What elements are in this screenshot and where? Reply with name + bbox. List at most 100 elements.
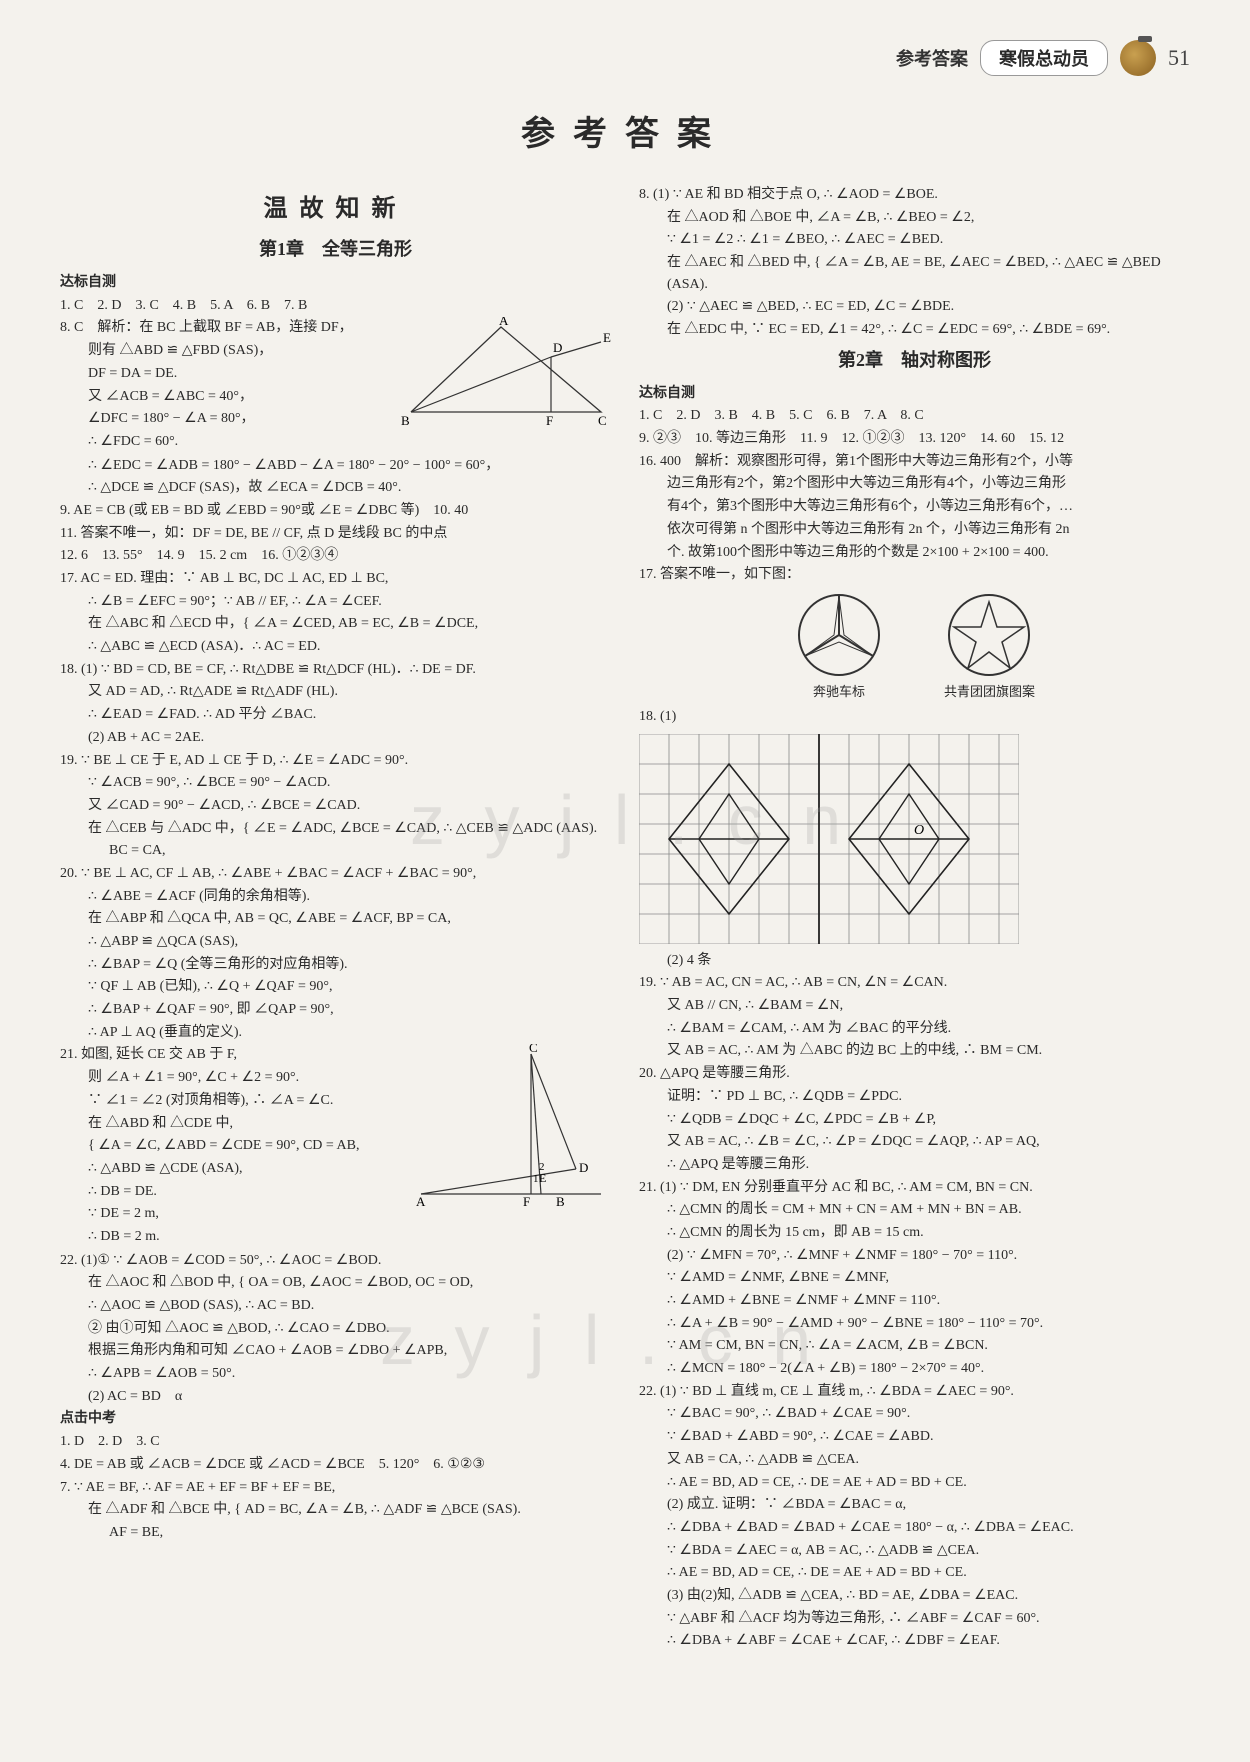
zc-l5: AF = BE, bbox=[60, 1522, 611, 1544]
r-q19-l4: 又 AB = AC, ∴ AM 为 △ABC 的边 BC 上的中线, ∴ BM … bbox=[639, 1040, 1190, 1062]
q22-l2: 在 △AOC 和 △BOD 中, { OA = OB, ∠AOC = ∠BOD,… bbox=[60, 1272, 611, 1294]
subhead-dabiao: 达标自测 bbox=[60, 272, 611, 294]
q22-l5: 根据三角形内角和可知 ∠CAO + ∠AOB = ∠DBO + ∠APB, bbox=[60, 1340, 611, 1362]
r-q8-l1: 8. (1) ∵ AE 和 BD 相交于点 O, ∴ ∠AOD = ∠BOE. bbox=[639, 184, 1190, 206]
svg-text:D: D bbox=[579, 1160, 588, 1175]
zc-l2: 4. DE = AB 或 ∠ACB = ∠DCE 或 ∠ACD = ∠BCE 5… bbox=[60, 1454, 611, 1476]
r-q19-l1: 19. ∵ AB = AC, CN = AC, ∴ AB = CN, ∠N = … bbox=[639, 972, 1190, 994]
r-q21-l5: ∵ ∠AMD = ∠NMF, ∠BNE = ∠MNF, bbox=[639, 1267, 1190, 1289]
svg-text:D: D bbox=[553, 340, 562, 355]
r-q20-l1: 20. △APQ 是等腰三角形. bbox=[639, 1063, 1190, 1085]
r-q21-l6: ∴ ∠AMD + ∠BNE = ∠NMF + ∠MNF = 110°. bbox=[639, 1290, 1190, 1312]
q17-l3: 在 △ABC 和 △ECD 中，{ ∠A = ∠CED, AB = EC, ∠B… bbox=[60, 613, 611, 635]
svg-text:C: C bbox=[529, 1044, 538, 1055]
q18-l1: 18. (1) ∵ BD = CD, BE = CF, ∴ Rt△DBE ≌ R… bbox=[60, 659, 611, 681]
svg-text:E: E bbox=[539, 1171, 546, 1185]
subhead-zhongkao: 点击中考 bbox=[60, 1408, 611, 1430]
q18-l3: ∴ ∠EAD = ∠FAD. ∴ AD 平分 ∠BAC. bbox=[60, 704, 611, 726]
r-subhead: 达标自测 bbox=[639, 383, 1190, 405]
q19-l1: 19. ∵ BE ⊥ CE 于 E, AD ⊥ CE 于 D, ∴ ∠E = ∠… bbox=[60, 750, 611, 772]
q20-l8: ∴ AP ⊥ AQ (垂直的定义). bbox=[60, 1022, 611, 1044]
chapter-1-title: 第1章 全等三角形 bbox=[60, 236, 611, 264]
r-q16-l1: 16. 400 解析：观察图形可得，第1个图形中大等边三角形有2个，小等 bbox=[639, 451, 1190, 473]
q12-16: 12. 6 13. 55° 14. 9 15. 2 cm 16. ①②③④ bbox=[60, 545, 611, 567]
header-ref: 参考答案 bbox=[896, 45, 968, 71]
q20-l3: 在 △ABP 和 △QCA 中, AB = QC, ∠ABE = ∠ACF, B… bbox=[60, 908, 611, 930]
q22-l6: ∴ ∠APB = ∠AOB = 50°. bbox=[60, 1363, 611, 1385]
r-mc3: 9. ②③ 10. 等边三角形 11. 9 12. ①②③ 13. 120° 1… bbox=[639, 428, 1190, 450]
q20-l6: ∵ QF ⊥ AB (已知), ∴ ∠Q + ∠QAF = 90°, bbox=[60, 976, 611, 998]
r-q22-l3: ∵ ∠BAD + ∠ABD = 90°, ∴ ∠CAE = ∠ABD. bbox=[639, 1426, 1190, 1448]
header-badge: 寒假总动员 bbox=[980, 40, 1108, 76]
q20-l4: ∴ △ABP ≌ △QCA (SAS), bbox=[60, 931, 611, 953]
triangle-figure: A B C D E F bbox=[401, 317, 611, 437]
caption-mercedes: 奔驰车标 bbox=[794, 682, 884, 702]
q21-l9: ∴ DB = 2 m. bbox=[60, 1226, 611, 1248]
r-q20-l3: ∵ ∠QDB = ∠DQC + ∠C, ∠PDC = ∠B + ∠P, bbox=[639, 1109, 1190, 1131]
r-q21-l9: ∴ ∠MCN = 180° − 2(∠A + ∠B) = 180° − 2×70… bbox=[639, 1358, 1190, 1380]
q21-figure: A B C D E F 1 2 bbox=[411, 1044, 611, 1209]
r-q20-l4: 又 AB = AC, ∴ ∠B = ∠C, ∴ ∠P = ∠DQC = ∠AQP… bbox=[639, 1131, 1190, 1153]
q20-l2: ∴ ∠ABE = ∠ACF (同角的余角相等). bbox=[60, 886, 611, 908]
r-q8-l5: (2) ∵ △AEC ≌ △BED, ∴ EC = ED, ∠C = ∠BDE. bbox=[639, 296, 1190, 318]
q22-l7: (2) AC = BD α bbox=[60, 1386, 611, 1408]
q19-l3: 又 ∠CAD = 90° − ∠ACD, ∴ ∠BCE = ∠CAD. bbox=[60, 795, 611, 817]
page-number: 51 bbox=[1168, 45, 1190, 71]
r-q19-l2: 又 AB // CN, ∴ ∠BAM = ∠N, bbox=[639, 995, 1190, 1017]
svg-text:E: E bbox=[603, 330, 611, 345]
zc-l4: 在 △ADF 和 △BCE 中, { AD = BC, ∠A = ∠B, ∴ △… bbox=[60, 1499, 611, 1521]
svg-text:O: O bbox=[914, 823, 924, 838]
svg-text:C: C bbox=[598, 413, 607, 428]
q19-l2: ∵ ∠ACB = 90°, ∴ ∠BCE = 90° − ∠ACD. bbox=[60, 772, 611, 794]
svg-text:2: 2 bbox=[539, 1161, 545, 1173]
r-q16-l3: 有4个，第3个图形中大等边三角形有6个，小等边三角形有6个，… bbox=[639, 496, 1190, 518]
mc-answers-1: 1. C 2. D 3. C 4. B 5. A 6. B 7. B bbox=[60, 295, 611, 317]
r-q16-l2: 边三角形有2个，第2个图形中大等边三角形有4个，小等边三角形 bbox=[639, 473, 1190, 495]
r-q20-l2: 证明：∵ PD ⊥ BC, ∴ ∠QDB = ∠PDC. bbox=[639, 1086, 1190, 1108]
r-q16-l4: 依次可得第 n 个图形中大等边三角形有 2n 个，小等边三角形有 2n bbox=[639, 519, 1190, 541]
left-column: 温故知新 第1章 全等三角形 达标自测 1. C 2. D 3. C 4. B … bbox=[60, 183, 611, 1653]
q8-l7: ∴ △DCE ≌ △DCF (SAS)，故 ∠ECA = ∠DCB = 40°. bbox=[60, 477, 611, 499]
r-q8-l6: 在 △EDC 中, ∵ EC = ED, ∠1 = 42°, ∴ ∠C = ∠E… bbox=[639, 319, 1190, 341]
r-q22-l4: 又 AB = CA, ∴ △ADB ≌ △CEA. bbox=[639, 1449, 1190, 1471]
r-q21-l4: (2) ∵ ∠MFN = 70°, ∴ ∠MNF + ∠NMF = 180° −… bbox=[639, 1245, 1190, 1267]
r-q22-l2: ∵ ∠BAC = 90°, ∴ ∠BAD + ∠CAE = 90°. bbox=[639, 1403, 1190, 1425]
q9: 9. AE = CB (或 EB = BD 或 ∠EBD = 90°或 ∠E =… bbox=[60, 500, 611, 522]
symbol-figures: 奔驰车标 共青团团旗图案 bbox=[639, 590, 1190, 702]
q18-l4: (2) AB + AC = 2AE. bbox=[60, 727, 611, 749]
svg-text:A: A bbox=[499, 317, 509, 328]
svg-text:B: B bbox=[401, 413, 410, 428]
r-q17: 17. 答案不唯一，如下图： bbox=[639, 564, 1190, 586]
q17-l1: 17. AC = ED. 理由：∵ AB ⊥ BC, DC ⊥ AC, ED ⊥… bbox=[60, 568, 611, 590]
r-q21-l7: ∴ ∠A + ∠B = 90° − ∠AMD + 90° − ∠BNE = 18… bbox=[639, 1313, 1190, 1335]
r-q18-2: (2) 4 条 bbox=[639, 950, 1190, 972]
q20-l7: ∴ ∠BAP + ∠QAF = 90°, 即 ∠QAP = 90°, bbox=[60, 999, 611, 1021]
q11: 11. 答案不唯一，如：DF = DE, BE // CF, 点 D 是线段 B… bbox=[60, 523, 611, 545]
r-q22-l11: ∵ △ABF 和 △ACF 均为等边三角形, ∴ ∠ABF = ∠CAF = 6… bbox=[639, 1608, 1190, 1630]
svg-text:F: F bbox=[523, 1194, 530, 1209]
q20-l1: 20. ∵ BE ⊥ AC, CF ⊥ AB, ∴ ∠ABE + ∠BAC = … bbox=[60, 863, 611, 885]
r-q22-l1: 22. (1) ∵ BD ⊥ 直线 m, CE ⊥ 直线 m, ∴ ∠BDA =… bbox=[639, 1381, 1190, 1403]
r-q22-l12: ∴ ∠DBA + ∠ABF = ∠CAE + ∠CAF, ∴ ∠DBF = ∠E… bbox=[639, 1630, 1190, 1652]
svg-text:B: B bbox=[556, 1194, 565, 1209]
r-q21-l8: ∵ AM = CM, BN = CN, ∴ ∠A = ∠ACM, ∠B = ∠B… bbox=[639, 1335, 1190, 1357]
r-q21-l1: 21. (1) ∵ DM, EN 分别垂直平分 AC 和 BC, ∴ AM = … bbox=[639, 1177, 1190, 1199]
q8-l6: ∴ ∠EDC = ∠ADB = 180° − ∠ABD − ∠A = 180° … bbox=[60, 455, 611, 477]
q17-l4: ∴ △ABC ≌ △ECD (ASA)．∴ AC = ED. bbox=[60, 636, 611, 658]
q22-l4: ② 由①可知 △AOC ≌ △BOD, ∴ ∠CAO = ∠DBO. bbox=[60, 1318, 611, 1340]
zc-l1: 1. D 2. D 3. C bbox=[60, 1431, 611, 1453]
q20-l5: ∴ ∠BAP = ∠Q (全等三角形的对应角相等). bbox=[60, 954, 611, 976]
content-columns: 温故知新 第1章 全等三角形 达标自测 1. C 2. D 3. C 4. B … bbox=[60, 183, 1190, 1653]
mascot-icon bbox=[1120, 40, 1156, 76]
r-q22-l7: ∴ ∠DBA + ∠BAD = ∠BAD + ∠CAE = 180° − α, … bbox=[639, 1517, 1190, 1539]
r-q21-l3: ∴ △CMN 的周长为 15 cm，即 AB = 15 cm. bbox=[639, 1222, 1190, 1244]
section-title: 温故知新 bbox=[60, 191, 611, 228]
svg-text:A: A bbox=[416, 1194, 426, 1209]
r-q20-l5: ∴ △APQ 是等腰三角形. bbox=[639, 1154, 1190, 1176]
r-q22-l6: (2) 成立. 证明：∵ ∠BDA = ∠BAC = α, bbox=[639, 1494, 1190, 1516]
r-q22-l5: ∴ AE = BD, AD = CE, ∴ DE = AE + AD = BD … bbox=[639, 1472, 1190, 1494]
q17-l2: ∴ ∠B = ∠EFC = 90°；∵ AB // EF, ∴ ∠A = ∠CE… bbox=[60, 591, 611, 613]
r-q19-l3: ∴ ∠BAM = ∠CAM, ∴ AM 为 ∠BAC 的平分线. bbox=[639, 1018, 1190, 1040]
r-q8-l4: 在 △AEC 和 △BED 中, { ∠A = ∠B, AE = BE, ∠AE… bbox=[639, 252, 1190, 295]
q22-l3: ∴ △AOC ≌ △BOD (SAS), ∴ AC = BD. bbox=[60, 1295, 611, 1317]
